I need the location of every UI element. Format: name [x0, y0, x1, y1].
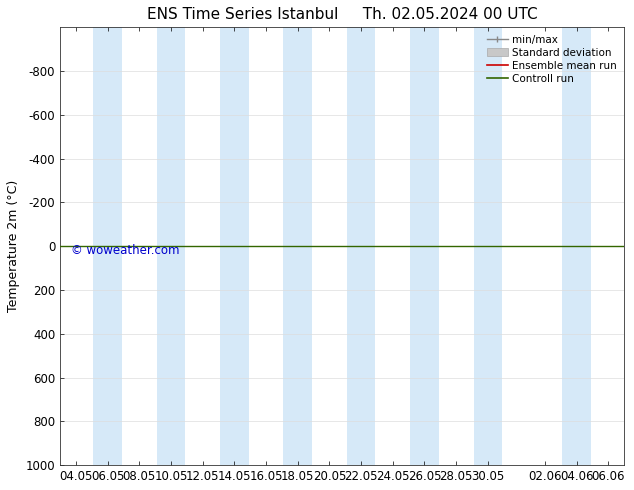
Bar [347, 27, 375, 465]
Y-axis label: Temperature 2m (°C): Temperature 2m (°C) [7, 180, 20, 312]
Bar [93, 27, 122, 465]
Bar [283, 27, 312, 465]
Text: © woweather.com: © woweather.com [71, 244, 180, 257]
Bar [474, 27, 502, 465]
Bar [157, 27, 185, 465]
Bar [562, 27, 591, 465]
Legend: min/max, Standard deviation, Ensemble mean run, Controll run: min/max, Standard deviation, Ensemble me… [485, 32, 619, 86]
Bar [410, 27, 439, 465]
Bar [220, 27, 249, 465]
Title: ENS Time Series Istanbul     Th. 02.05.2024 00 UTC: ENS Time Series Istanbul Th. 02.05.2024 … [146, 7, 538, 22]
